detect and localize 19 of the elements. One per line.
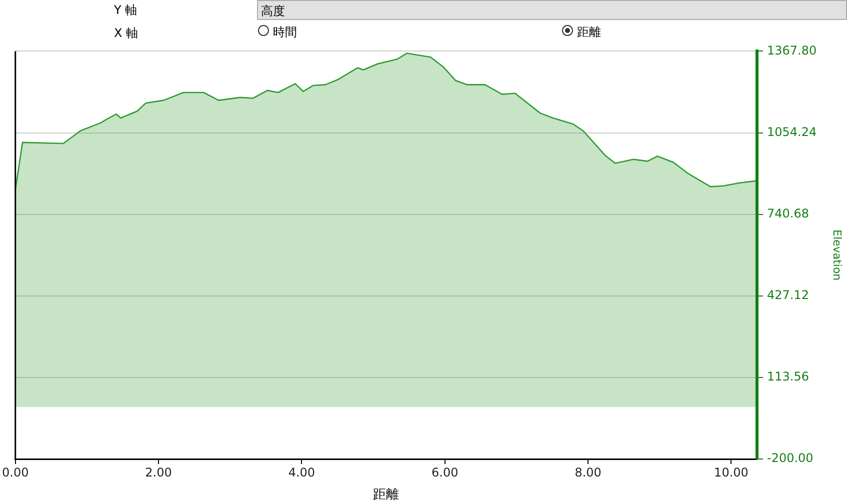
x-tick-label: 8.00: [574, 465, 602, 480]
text: X 軸: [114, 26, 138, 40]
x-tick-label: 10.00: [714, 465, 748, 480]
y-tick-label: 1054.24: [767, 124, 817, 139]
text: 高度: [261, 4, 285, 18]
y-tick-label: -200.00: [767, 451, 814, 466]
text: Y 軸: [114, 3, 138, 17]
x-tick-label: 2.00: [145, 465, 172, 480]
y-tick-label: 427.12: [767, 288, 809, 302]
y-tick-label: 113.56: [767, 370, 809, 384]
x-tick-label: 0.00: [2, 465, 29, 480]
text: 時間: [273, 25, 297, 39]
y-tick-label: 1367.80: [767, 43, 817, 58]
x-tick-label: 6.00: [432, 465, 458, 480]
y-axis-title: Elevation: [830, 230, 844, 281]
x-tick-label: 4.00: [288, 465, 316, 480]
x-axis-title: 距離: [373, 488, 400, 503]
y-tick-label: 740.68: [767, 206, 809, 220]
text: 距離: [577, 25, 601, 39]
